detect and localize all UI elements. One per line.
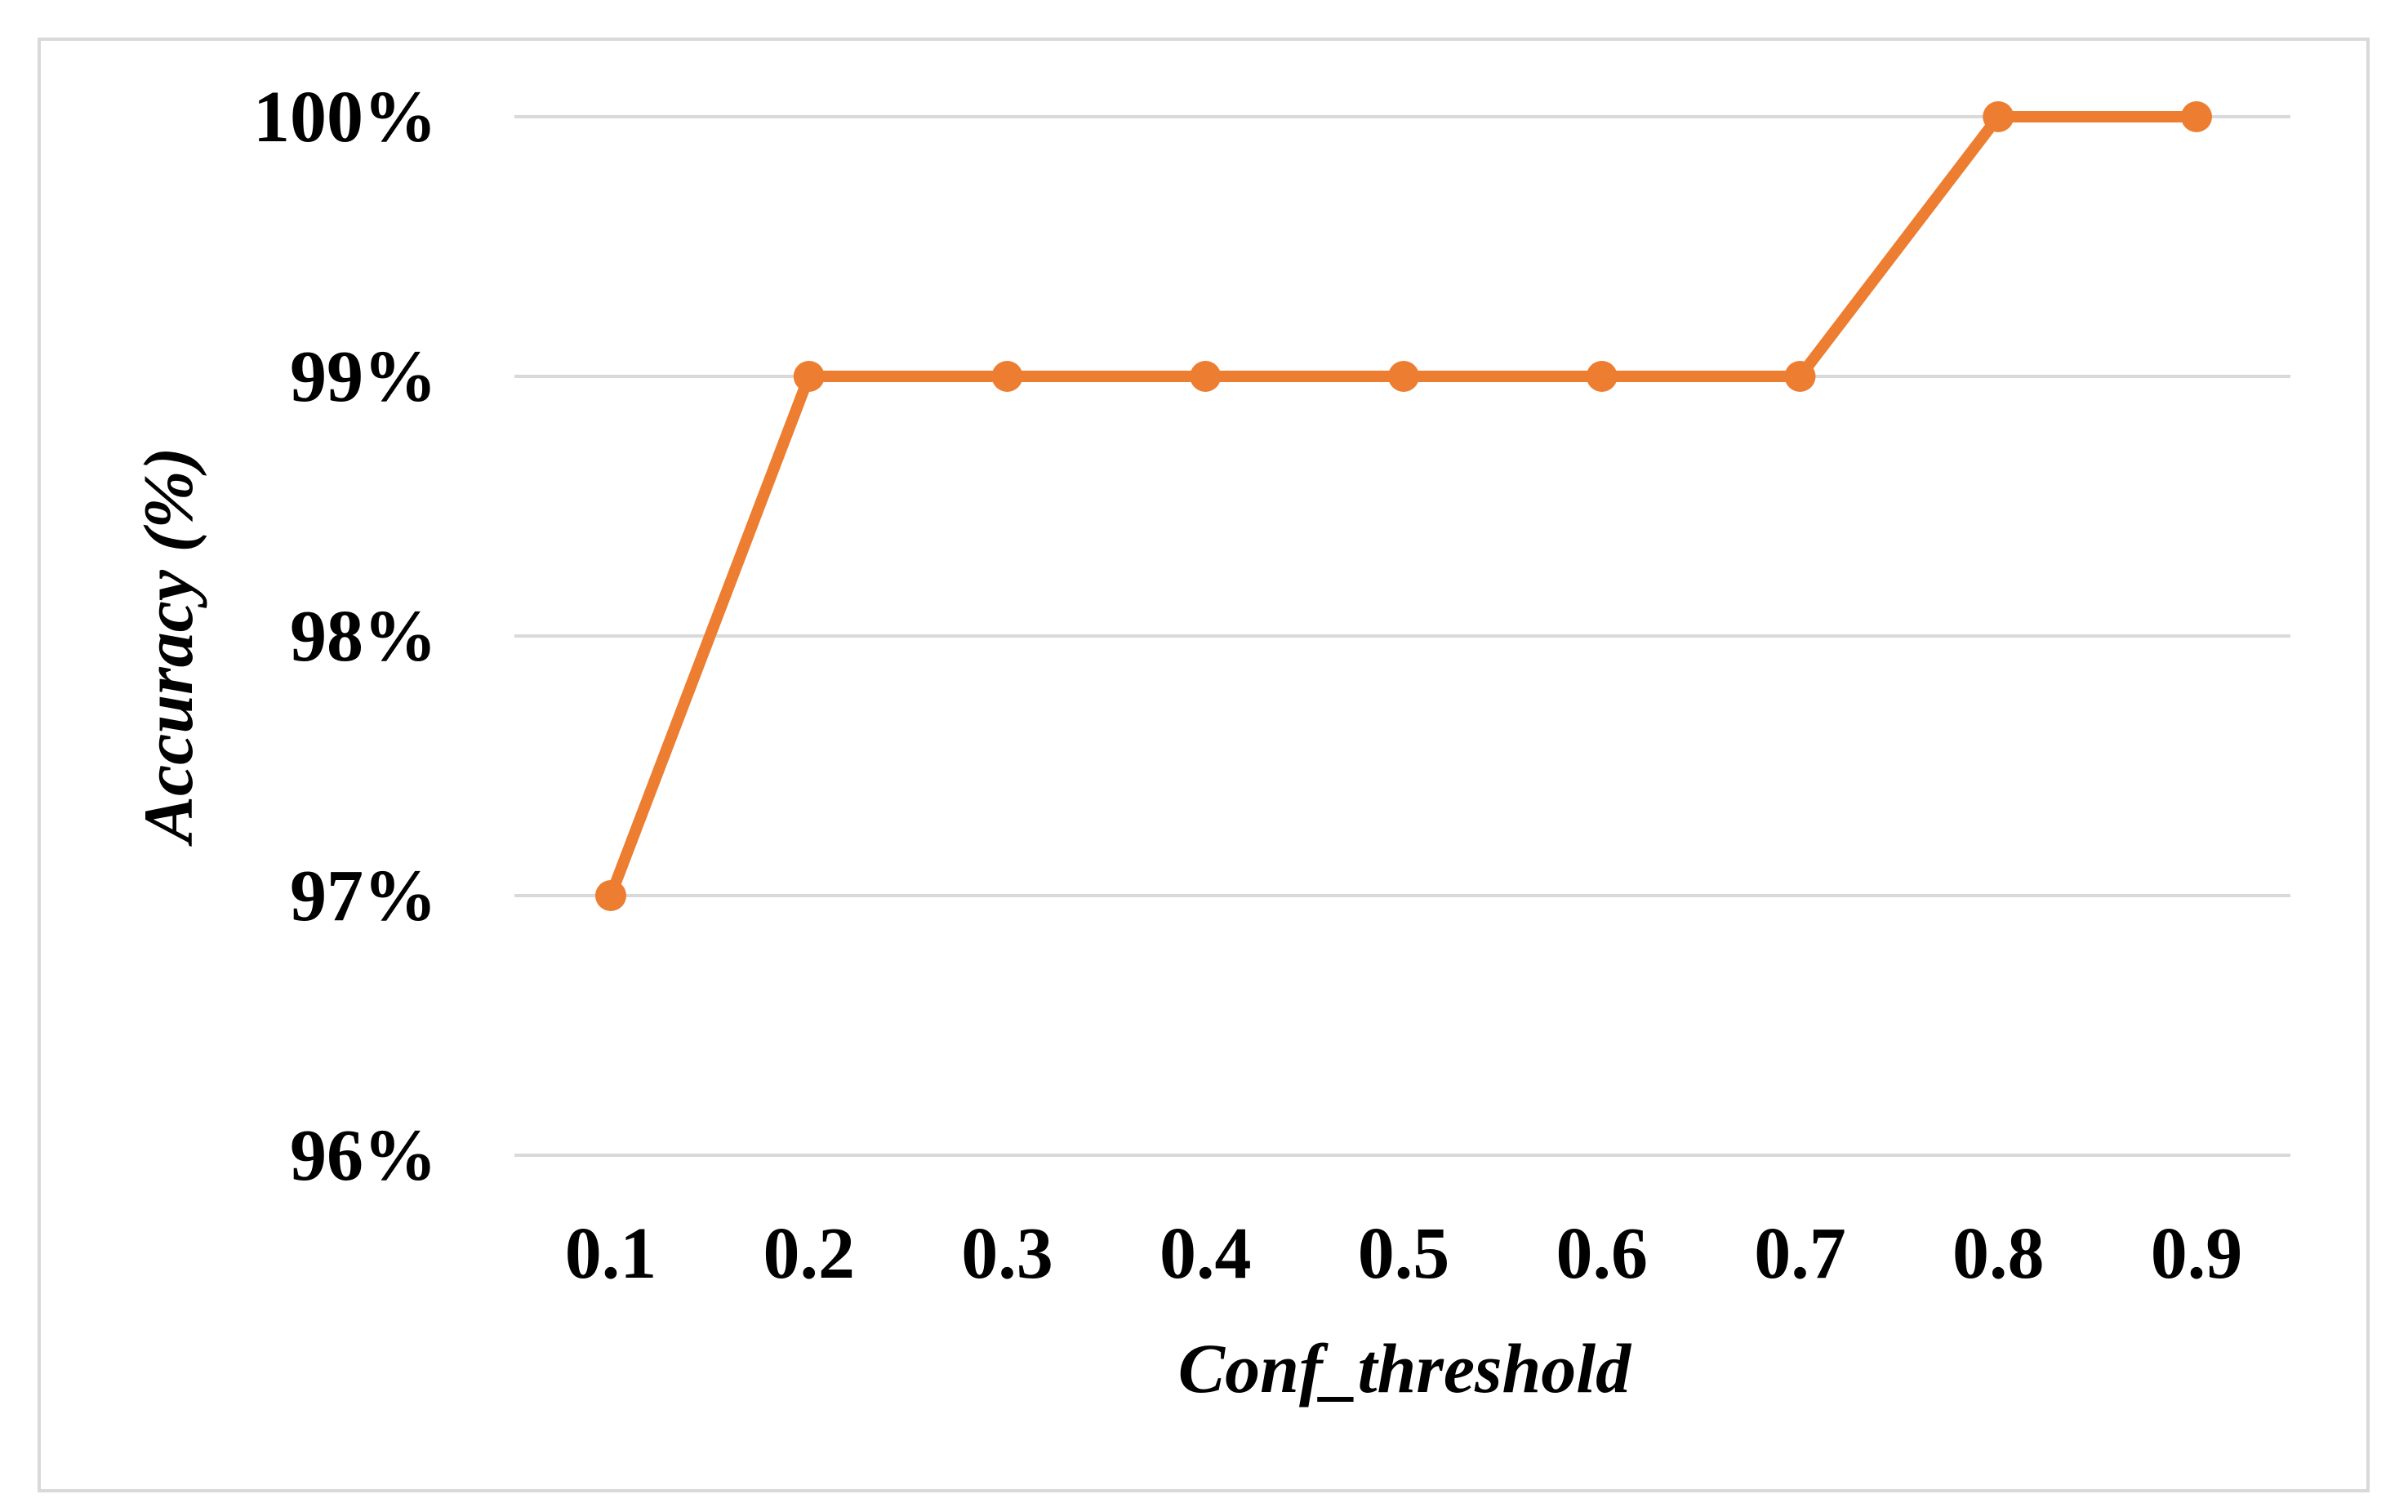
y-tick-label: 97% [290, 856, 437, 936]
x-tick-label: 0.4 [1159, 1213, 1252, 1294]
data-point [1983, 101, 2014, 132]
y-axis-tick-labels: 96% 97% 98% 99% 100% [253, 77, 437, 1196]
data-point [2181, 101, 2212, 132]
data-point [1190, 361, 1222, 392]
x-tick-label: 0.5 [1358, 1213, 1450, 1294]
x-tick-label: 0.1 [565, 1213, 657, 1294]
data-point [1388, 361, 1419, 392]
data-point [1586, 361, 1618, 392]
chart-frame [38, 38, 2370, 1492]
y-tick-label: 100% [253, 77, 437, 158]
series-points [595, 101, 2212, 911]
x-axis-title: Conf_threshold [1178, 1329, 1632, 1407]
data-point [793, 361, 825, 392]
series-lines [605, 111, 2202, 901]
y-tick-label: 96% [290, 1115, 437, 1196]
y-tick-label: 98% [290, 596, 437, 677]
x-tick-label: 0.3 [961, 1213, 1053, 1294]
series-line [605, 111, 2202, 901]
x-tick-label: 0.9 [2151, 1213, 2243, 1294]
data-point [991, 361, 1023, 392]
data-point [1784, 361, 1816, 392]
y-axis-title: Accuracy (%) [129, 447, 207, 847]
x-tick-label: 0.7 [1754, 1213, 1846, 1294]
data-point [595, 880, 626, 911]
x-tick-label: 0.8 [1952, 1213, 2045, 1294]
x-axis-tick-labels: 0.1 0.2 0.3 0.4 0.5 0.6 0.7 0.8 0.9 [565, 1213, 2243, 1294]
gridlines [514, 115, 2290, 1157]
x-tick-label: 0.6 [1556, 1213, 1649, 1294]
x-tick-label: 0.2 [763, 1213, 856, 1294]
y-tick-label: 99% [290, 336, 437, 417]
